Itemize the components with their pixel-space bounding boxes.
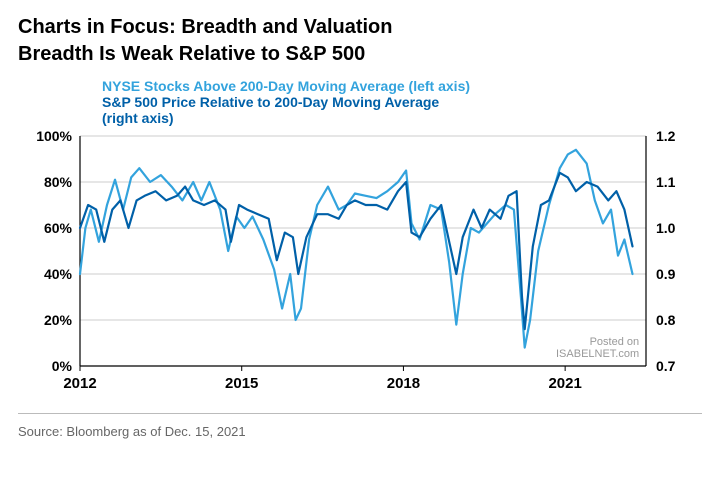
svg-text:0.7: 0.7 xyxy=(656,358,676,374)
svg-text:20%: 20% xyxy=(44,312,73,328)
svg-text:80%: 80% xyxy=(44,174,73,190)
svg-text:100%: 100% xyxy=(36,128,72,144)
svg-text:2015: 2015 xyxy=(225,375,258,392)
svg-text:1.1: 1.1 xyxy=(656,174,676,190)
legend-series1: NYSE Stocks Above 200-Day Moving Average… xyxy=(102,78,638,94)
chart-title-line2: Breadth Is Weak Relative to S&P 500 xyxy=(18,41,702,68)
svg-text:0%: 0% xyxy=(52,358,73,374)
legend-series2a: S&P 500 Price Relative to 200-Day Moving… xyxy=(102,94,638,110)
svg-text:2012: 2012 xyxy=(63,375,96,392)
legend-series2b: (right axis) xyxy=(102,110,638,126)
source-text: Source: Bloomberg as of Dec. 15, 2021 xyxy=(18,424,702,439)
watermark: Posted on ISABELNET.com xyxy=(556,336,639,360)
svg-text:40%: 40% xyxy=(44,266,73,282)
chart-container: 0% 20% 40% 60% 80% 100% 0.7 0.8 0.9 1.0 1.1 1.2 2012… xyxy=(18,76,702,401)
svg-text:1.0: 1.0 xyxy=(656,220,676,236)
divider xyxy=(18,413,702,414)
svg-text:2018: 2018 xyxy=(387,375,420,392)
watermark-line1: Posted on xyxy=(556,336,639,348)
svg-text:0.8: 0.8 xyxy=(656,312,676,328)
svg-text:0.9: 0.9 xyxy=(656,266,676,282)
svg-text:2021: 2021 xyxy=(548,375,581,392)
svg-text:60%: 60% xyxy=(44,220,73,236)
svg-text:1.2: 1.2 xyxy=(656,128,676,144)
chart-title-line1: Charts in Focus: Breadth and Valuation xyxy=(18,14,702,41)
chart-legend: NYSE Stocks Above 200-Day Moving Average… xyxy=(102,78,638,126)
watermark-line2: ISABELNET.com xyxy=(556,348,639,360)
